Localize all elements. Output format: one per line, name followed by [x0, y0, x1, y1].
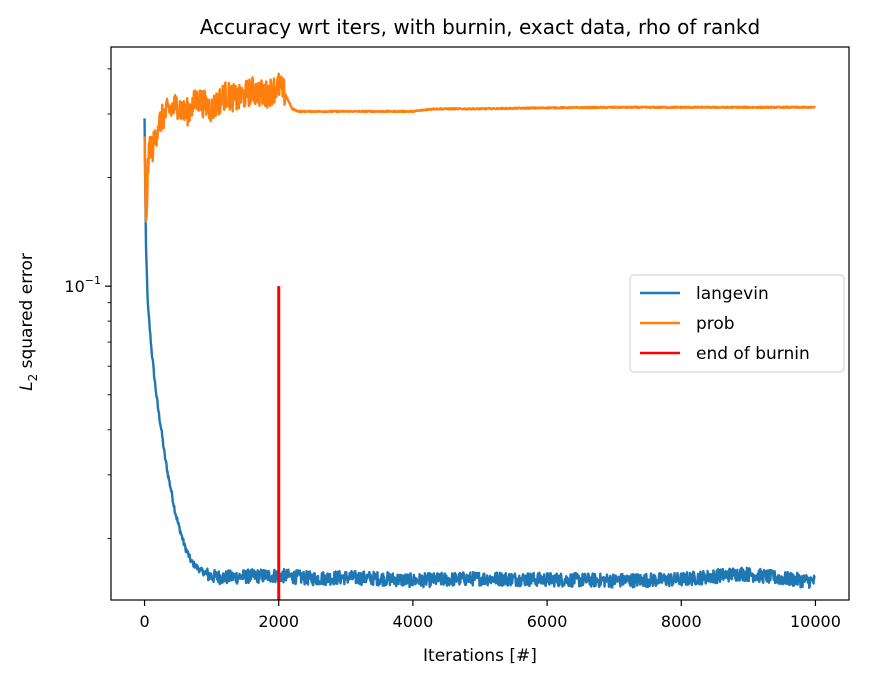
x-tick-label: 10000	[790, 612, 841, 631]
legend-box	[629, 274, 845, 373]
y-tick-label: 10−1	[64, 274, 101, 296]
x-tick-label: 0	[139, 612, 149, 631]
x-tick-label: 6000	[527, 612, 568, 631]
x-tick-label: 2000	[258, 612, 299, 631]
y-axis-label: L2 squared error	[17, 253, 40, 391]
series-line-langevin	[143, 118, 817, 590]
legend-entry: prob	[696, 314, 735, 334]
legend-entry: langevin	[696, 284, 769, 304]
legend-entry: end of burnin	[696, 344, 810, 364]
chart-title: Accuracy wrt iters, with burnin, exact d…	[200, 15, 760, 39]
series-line-prob	[143, 72, 817, 223]
legend: langevin prob end of burnin	[629, 274, 845, 373]
x-tick-label: 8000	[661, 612, 702, 631]
plot-area: 0 2000 4000 6000 8000 10000 10−1 langevin prob en…	[64, 46, 850, 631]
x-tick-label: 4000	[393, 612, 434, 631]
plot-frame	[110, 46, 850, 601]
x-axis-label: Iterations [#]	[423, 646, 537, 666]
